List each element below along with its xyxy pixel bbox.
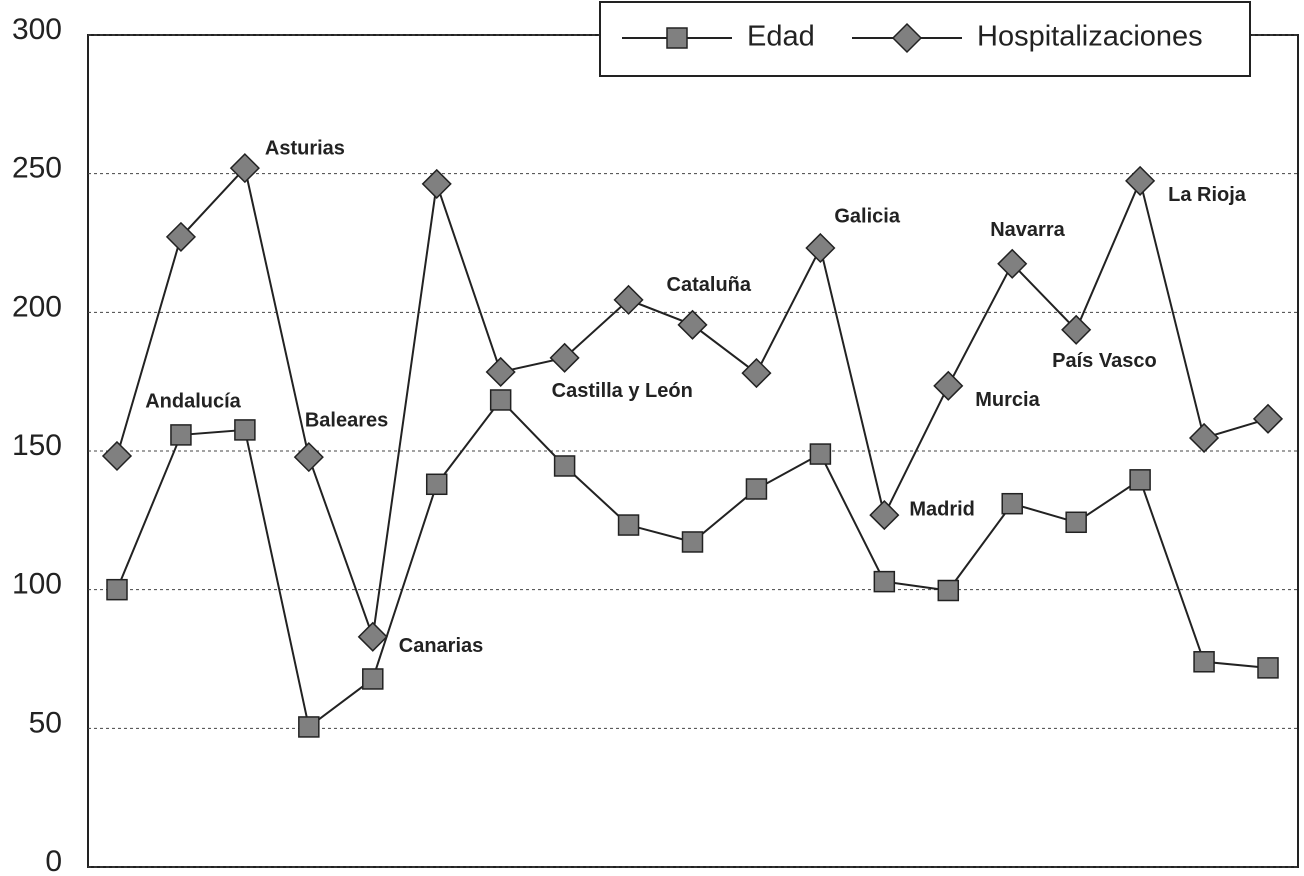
y-tick-label: 150 xyxy=(12,429,62,462)
marker xyxy=(1252,403,1284,434)
legend-label: Edad xyxy=(747,21,815,53)
marker xyxy=(101,440,133,472)
markers xyxy=(101,153,1284,738)
series-lines xyxy=(116,166,1269,729)
point-label: Canarias xyxy=(399,635,484,657)
point-label: Castilla y León xyxy=(552,380,693,402)
marker xyxy=(170,424,192,446)
y-tick-label: 50 xyxy=(29,706,62,739)
marker xyxy=(745,478,768,500)
marker xyxy=(666,27,688,49)
point-label: La Rioja xyxy=(1168,184,1247,206)
marker xyxy=(553,455,576,477)
point-label: Murcia xyxy=(975,389,1040,411)
point-label: Asturias xyxy=(265,137,345,159)
point-label: Cataluña xyxy=(667,274,752,296)
marker xyxy=(165,221,197,252)
marker xyxy=(425,473,448,496)
marker xyxy=(421,168,452,199)
y-tick-label: 300 xyxy=(12,13,62,46)
marker xyxy=(681,531,704,553)
y-tick-label: 200 xyxy=(12,290,62,323)
marker xyxy=(1129,469,1151,491)
marker xyxy=(1001,492,1023,515)
marker xyxy=(1188,422,1220,454)
marker xyxy=(485,356,516,388)
point-label: Navarra xyxy=(990,219,1065,241)
marker xyxy=(873,570,896,593)
annotations: Andalucía Asturias Baleares Canarias Castill… xyxy=(145,137,1247,657)
marker xyxy=(677,309,708,340)
marker xyxy=(298,716,320,738)
marker xyxy=(617,514,640,536)
marker xyxy=(741,358,772,389)
marker xyxy=(229,153,260,184)
marker xyxy=(549,342,580,373)
point-label: Baleares xyxy=(305,409,388,431)
marker xyxy=(1065,511,1087,534)
y-tick-label: 100 xyxy=(12,568,62,601)
marker xyxy=(1125,165,1156,196)
marker xyxy=(234,419,256,441)
y-tick-label: 250 xyxy=(12,152,62,185)
marker xyxy=(805,232,836,264)
marker xyxy=(362,668,384,690)
marker xyxy=(1193,651,1215,673)
marker xyxy=(293,442,324,473)
point-label: Madrid xyxy=(909,498,975,520)
y-tick-label: 0 xyxy=(45,845,62,876)
point-label: Galicia xyxy=(834,205,900,227)
legend-label: Hospitalizaciones xyxy=(977,21,1203,53)
marker xyxy=(869,500,900,531)
point-label: Andalucía xyxy=(145,390,241,412)
marker xyxy=(809,443,832,465)
marker xyxy=(937,579,960,602)
point-label: País Vasco xyxy=(1052,350,1157,372)
marker xyxy=(357,621,388,652)
marker xyxy=(489,389,512,411)
marker xyxy=(1257,657,1279,679)
marker xyxy=(891,22,923,54)
series-line xyxy=(116,398,1269,729)
marker xyxy=(997,248,1028,279)
marker xyxy=(1061,314,1092,345)
marker xyxy=(613,284,644,315)
marker xyxy=(106,578,128,601)
series-line xyxy=(116,166,1269,638)
legend: Edad Hospitalizaciones xyxy=(599,1,1251,77)
grid: 0 50 100 150 200 250 300 xyxy=(12,13,1298,876)
marker xyxy=(933,370,964,401)
